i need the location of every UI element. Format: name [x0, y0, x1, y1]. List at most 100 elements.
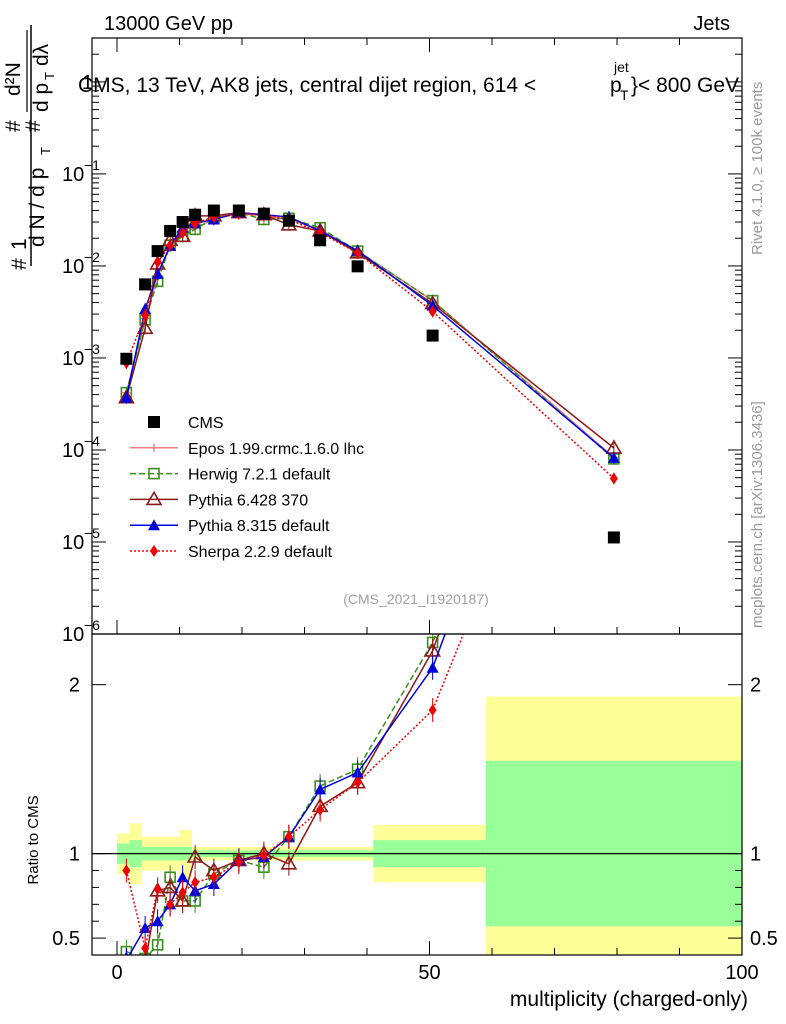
legend-entry: CMS: [148, 415, 224, 432]
title-main: CMS, 13 TeV, AK8 jets, central dijet reg…: [78, 74, 536, 97]
ylabel-bottom: Ratio to CMS: [25, 795, 42, 884]
ratio-line: [128, 634, 446, 955]
ratio-point: [609, 173, 619, 183]
x-tick-label: 50: [418, 962, 440, 984]
legend-label: Herwig 7.2.1 default: [188, 467, 331, 484]
bottom-frame: [91, 633, 743, 956]
cms-data-point: [314, 234, 327, 247]
ratio-tick-label-left: 1: [69, 844, 80, 866]
ratio-tick-label-right: 2: [750, 675, 761, 697]
series-point: [178, 226, 187, 239]
legend-entry: Pythia 6.428 370: [130, 490, 308, 509]
legend-entry: Pythia 8.315 default: [130, 518, 330, 535]
series-line: [125, 212, 615, 480]
ratio-point: [209, 871, 218, 884]
y-tick-label: 10: [62, 256, 84, 278]
series-point: [353, 247, 362, 260]
ylabel-frac-bot-end: dλ: [30, 43, 53, 66]
ylabel-frac-bot: d p: [30, 83, 53, 112]
y-tick-exponent: −1: [84, 157, 100, 173]
ratio-point: [166, 898, 175, 911]
ratio-point: [178, 886, 187, 899]
cms-data-point: [607, 531, 620, 544]
y-tick-label: 10: [62, 440, 84, 462]
ratio-point: [151, 939, 164, 951]
top-panel: 110−110−210−310−410−510−6: [62, 37, 743, 646]
ratio-point: [280, 855, 298, 870]
ratio-point: [151, 915, 164, 927]
legend-label: Pythia 8.315 default: [188, 518, 330, 535]
series-point: [120, 391, 133, 403]
title-sup: jet: [613, 59, 629, 75]
cms-data-point: [232, 204, 245, 217]
mcplots-label: mcplots.cern.ch [arXiv:1306.3436]: [749, 401, 766, 628]
ratio-point: [353, 776, 362, 789]
ratio-point: [176, 871, 189, 883]
ratio-point: [139, 921, 152, 933]
ratio-point: [174, 892, 192, 907]
legend-marker: [148, 416, 160, 428]
cms-data-point: [207, 204, 220, 217]
ratio-tick-label-right: 0.5: [750, 928, 778, 950]
series-line: [125, 211, 615, 449]
ratio-point: [428, 704, 437, 717]
legend-label: Epos 1.99.crmc.1.6.0 lhc: [188, 441, 364, 458]
uncertainty-band-inner: [485, 760, 742, 927]
cms-data-point: [151, 245, 164, 258]
y-tick-label: 10: [62, 624, 84, 646]
y-tick-exponent: −3: [84, 341, 100, 357]
cms-data-point: [257, 207, 270, 220]
legend-label: CMS: [188, 415, 224, 432]
bottom-panel: 0.5 0.5 1 1 2 2 0 50 100: [52, 137, 778, 984]
x-axis-label: multiplicity (charged-only): [510, 988, 748, 1011]
x-tick-label: 0: [111, 962, 122, 984]
legend-marker: [148, 519, 160, 531]
ylabel-frac-top: d²N: [2, 62, 25, 96]
series-point: [139, 303, 152, 315]
cms-data-point: [351, 260, 364, 273]
series-point: [607, 451, 620, 463]
ratio-tick-label-left: 0.5: [52, 928, 80, 950]
ylabel-hash1: #: [8, 258, 31, 270]
analysis-watermark: (CMS_2021_I1920187): [343, 591, 489, 607]
y-tick-exponent: −4: [84, 433, 100, 449]
series-point: [151, 267, 164, 279]
ratio-point: [122, 864, 131, 877]
series-point: [428, 305, 437, 318]
legend-label: Sherpa 2.2.9 default: [188, 544, 333, 561]
ylabel-dN: d N / d p: [26, 168, 49, 247]
ratio-point: [191, 876, 200, 889]
cms-data-point: [189, 208, 202, 221]
legend-marker: [148, 467, 160, 480]
legend-entry: Sherpa 2.2.9 default: [130, 544, 333, 561]
title-end: }< 800 GeV: [631, 74, 739, 97]
rivet-label: Rivet 4.1.0, ≥ 100k events: [749, 82, 766, 255]
y-tick-label: 10: [62, 532, 84, 554]
ratio-point: [316, 803, 325, 816]
cms-data-point: [164, 224, 177, 237]
ratio-point: [607, 137, 621, 149]
legend-marker: [150, 443, 158, 452]
cms-data-point: [139, 278, 152, 291]
title-sub: T: [620, 87, 629, 103]
legend: CMS Epos 1.99.crmc.1.6.0 lhc Herwig 7.2.1 …: [130, 415, 364, 561]
legend-marker: [145, 490, 163, 506]
ylabel-hash2: #: [22, 120, 45, 132]
series-point: [141, 309, 150, 322]
ratio-point: [141, 942, 150, 955]
ratio-point: [608, 172, 620, 183]
legend-label: Pythia 6.428 370: [188, 492, 308, 509]
series-point: [426, 299, 439, 311]
ratio-point: [426, 661, 439, 673]
cms-data-point: [282, 214, 295, 227]
plot-title: CMS, 13 TeV, AK8 jets, central dijet reg…: [78, 59, 739, 103]
ratio-tick-label-right: 1: [750, 844, 761, 866]
y-tick-exponent: −6: [84, 617, 100, 633]
ylabel-frac-bot-sub: T: [42, 72, 57, 80]
ylabel-one: 1: [8, 238, 31, 250]
ratio-line: [126, 634, 437, 955]
y-label-top: # 1 d N / d p T # # d²N d p T dλ: [2, 25, 57, 270]
legend-entry: Herwig 7.2.1 default: [130, 467, 331, 484]
ratio-point: [145, 954, 146, 955]
